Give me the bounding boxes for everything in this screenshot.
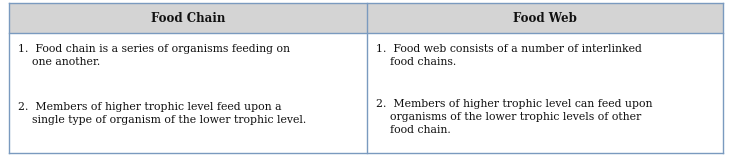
Bar <box>9 3 367 33</box>
Text: 2.  Members of higher trophic level feed upon a
    single type of organism of t: 2. Members of higher trophic level feed … <box>18 102 306 125</box>
Text: 1.  Food web consists of a number of interlinked
    food chains.: 1. Food web consists of a number of inte… <box>376 44 642 67</box>
Text: 1.  Food chain is a series of organisms feeding on
    one another.: 1. Food chain is a series of organisms f… <box>18 44 290 67</box>
Bar <box>9 33 723 153</box>
Bar <box>367 3 723 33</box>
Text: 2.  Members of higher trophic level can feed upon
    organisms of the lower tro: 2. Members of higher trophic level can f… <box>376 99 653 135</box>
Text: Food Web: Food Web <box>513 12 578 24</box>
Text: Food Chain: Food Chain <box>151 12 225 24</box>
